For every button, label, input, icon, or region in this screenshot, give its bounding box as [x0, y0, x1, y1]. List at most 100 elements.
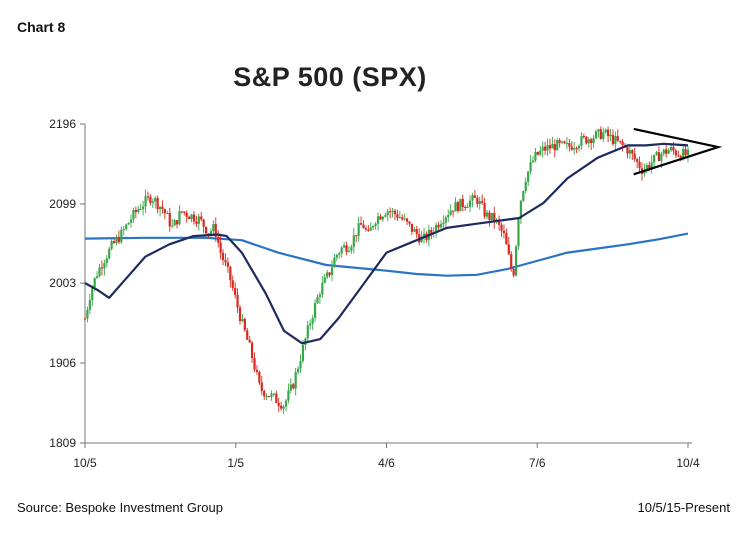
- candle-body: [173, 220, 176, 226]
- candle-body: [435, 224, 438, 234]
- y-tick-label: 1809: [49, 436, 76, 450]
- candle-body: [86, 309, 89, 319]
- candle-body: [551, 144, 554, 149]
- candle-body: [449, 210, 452, 215]
- candle-body: [672, 146, 675, 151]
- candle-body: [287, 390, 290, 401]
- candle-body: [146, 196, 150, 198]
- candle-body: [112, 241, 116, 243]
- source-note: Source: Bespoke Investment Group: [17, 500, 223, 515]
- candle-body: [580, 136, 583, 146]
- candle-body: [413, 229, 416, 232]
- candle-body: [403, 218, 406, 220]
- candle-body: [655, 152, 658, 155]
- x-tick-label: 10/4: [676, 456, 700, 470]
- candle-body: [541, 146, 544, 151]
- candle-body: [483, 203, 486, 217]
- candle-body: [599, 129, 602, 139]
- candle-body: [234, 287, 237, 295]
- candle-body: [682, 149, 685, 160]
- candle-body: [633, 153, 636, 160]
- candle-body: [258, 371, 261, 383]
- candle-body: [83, 318, 87, 320]
- y-tick-label: 1906: [49, 356, 76, 370]
- candle-body: [318, 294, 322, 297]
- candle-body: [139, 209, 142, 211]
- candle-body: [514, 246, 518, 276]
- candle-body: [108, 248, 111, 259]
- candle-body: [364, 228, 368, 230]
- candle-body: [556, 140, 559, 151]
- candle-body: [408, 221, 411, 224]
- candle-body: [442, 222, 445, 225]
- candle-body: [158, 206, 162, 210]
- candle-body: [255, 369, 259, 372]
- candle-body: [190, 214, 193, 220]
- candle-body: [151, 201, 154, 203]
- candle-body: [660, 153, 663, 162]
- candle-body: [100, 267, 104, 269]
- candle-body: [347, 250, 351, 252]
- candle-body: [582, 136, 585, 138]
- candle-body: [117, 237, 121, 243]
- candle-body: [657, 152, 661, 162]
- candle-body: [115, 237, 118, 243]
- candle-body: [524, 181, 527, 192]
- candle-body: [168, 213, 171, 227]
- candle-body: [398, 217, 401, 219]
- chart-title: S&P 500 (SPX): [233, 62, 427, 92]
- candle-body: [650, 162, 653, 169]
- candle-body: [594, 131, 598, 139]
- candle-body: [389, 211, 392, 213]
- candle-body: [122, 229, 125, 231]
- x-tick-label: 4/6: [378, 456, 395, 470]
- candle-body: [539, 150, 542, 155]
- candle-body: [289, 384, 292, 391]
- candle-body: [563, 141, 566, 144]
- candle-body: [328, 272, 331, 276]
- candle-body: [311, 318, 314, 324]
- candle-body: [214, 224, 217, 237]
- candle-body: [468, 200, 472, 207]
- candle-body: [127, 222, 130, 225]
- candle-body: [498, 219, 501, 225]
- candle-body: [665, 149, 668, 154]
- candle-body: [405, 218, 409, 222]
- candle-body: [132, 209, 135, 220]
- candle-body: [357, 223, 360, 237]
- candle-body: [110, 241, 113, 249]
- candle-body: [645, 165, 648, 170]
- candle-body: [93, 277, 96, 288]
- candle-body: [585, 136, 588, 144]
- candle-body: [195, 221, 198, 224]
- candle-body: [478, 201, 481, 204]
- triangle-pattern-lines: [633, 127, 723, 176]
- candle-body: [587, 139, 590, 144]
- candle-body: [456, 202, 460, 212]
- candle-body: [631, 150, 634, 154]
- candle-body: [125, 224, 128, 230]
- candle-body: [674, 150, 677, 156]
- candle-body: [606, 129, 610, 137]
- candle-body: [280, 405, 283, 409]
- candle-body: [565, 143, 569, 145]
- candle-body: [98, 267, 101, 277]
- candle-body: [231, 280, 234, 288]
- candle-body: [217, 236, 220, 243]
- candle-body: [602, 132, 605, 139]
- candle-body: [185, 212, 188, 217]
- candle-body: [144, 196, 147, 207]
- candle-body: [192, 214, 196, 222]
- candle-body: [241, 319, 244, 322]
- candle-body: [502, 230, 506, 233]
- candle-body: [309, 323, 312, 326]
- candle-body: [243, 319, 246, 331]
- candle-body: [338, 253, 341, 255]
- candle-body: [611, 134, 615, 145]
- candle-body: [226, 262, 229, 267]
- triangle-annotation: [633, 127, 723, 176]
- candle-body: [592, 138, 595, 144]
- candle-body: [481, 201, 484, 204]
- candle-body: [560, 141, 564, 143]
- candle-body: [272, 393, 275, 395]
